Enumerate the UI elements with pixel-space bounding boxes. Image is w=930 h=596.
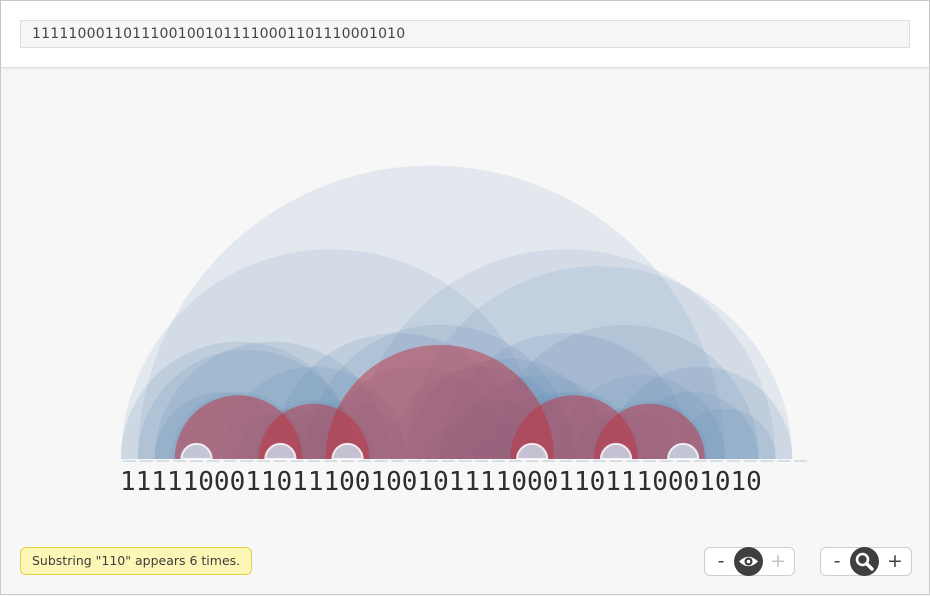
occurrence-marker bbox=[599, 442, 633, 460]
visibility-control: - + bbox=[704, 547, 795, 576]
baseline-tick bbox=[475, 460, 489, 462]
header-bar bbox=[1, 1, 929, 68]
baseline-tick bbox=[341, 460, 354, 462]
status-message: Substring "110" appears 6 times. bbox=[20, 547, 253, 575]
occurrence-marker bbox=[331, 442, 364, 460]
occurrence-marker bbox=[516, 443, 549, 460]
baseline-tick bbox=[592, 460, 606, 462]
baseline-tick bbox=[290, 460, 304, 462]
visibility-decrease-button[interactable]: - bbox=[717, 550, 725, 572]
baseline-tick bbox=[206, 460, 220, 462]
baseline-tick bbox=[509, 460, 522, 462]
baseline-tick bbox=[727, 460, 740, 462]
baseline-tick bbox=[609, 460, 623, 462]
zoom-out-button[interactable]: - bbox=[833, 550, 841, 572]
baseline-tick bbox=[794, 460, 807, 462]
zoom-control: - + bbox=[820, 547, 912, 576]
baseline-tick bbox=[559, 460, 573, 462]
baseline-tick bbox=[458, 460, 472, 462]
sequence-label: 1111100011011100100101111000110111000101… bbox=[120, 467, 762, 497]
baseline-tick bbox=[643, 460, 656, 462]
baseline-tick bbox=[240, 460, 254, 462]
baseline-tick bbox=[743, 460, 757, 462]
repeat-arc bbox=[137, 165, 726, 459]
baseline-tick bbox=[760, 460, 774, 462]
baseline-tick bbox=[710, 460, 724, 462]
baseline-tick bbox=[123, 460, 136, 462]
magnifier-icon[interactable] bbox=[850, 547, 879, 576]
eye-icon[interactable] bbox=[734, 547, 763, 576]
baseline-tick bbox=[391, 460, 405, 462]
baseline-tick bbox=[441, 460, 455, 462]
baseline-tick bbox=[190, 460, 203, 462]
baseline-tick bbox=[173, 460, 187, 462]
baseline-tick bbox=[156, 460, 170, 462]
sequence-input[interactable] bbox=[20, 20, 910, 48]
baseline-tick bbox=[660, 460, 673, 462]
baseline-tick bbox=[374, 460, 388, 462]
baseline-tick bbox=[257, 460, 270, 462]
zoom-in-button[interactable]: + bbox=[887, 550, 903, 572]
occurrence-marker bbox=[180, 442, 213, 460]
baseline-tick bbox=[777, 460, 791, 462]
baseline-tick bbox=[223, 460, 237, 462]
baseline-tick bbox=[324, 460, 338, 462]
highlight-arc bbox=[325, 344, 554, 459]
occurrence-marker bbox=[264, 442, 297, 460]
baseline-tick bbox=[492, 460, 505, 462]
baseline-tick bbox=[693, 460, 707, 462]
baseline-tick bbox=[542, 460, 556, 462]
baseline-tick bbox=[626, 460, 640, 462]
baseline-tick bbox=[307, 460, 321, 462]
baseline-tick bbox=[525, 460, 539, 462]
baseline-tick bbox=[274, 460, 287, 462]
baseline-tick bbox=[408, 460, 422, 462]
occurrence-marker bbox=[667, 442, 700, 460]
baseline-tick bbox=[676, 460, 690, 462]
baseline-tick bbox=[357, 460, 371, 462]
baseline-tick bbox=[139, 460, 153, 462]
visibility-increase-button[interactable]: + bbox=[770, 550, 786, 572]
baseline-tick bbox=[576, 460, 589, 462]
baseline-tick bbox=[425, 460, 438, 462]
